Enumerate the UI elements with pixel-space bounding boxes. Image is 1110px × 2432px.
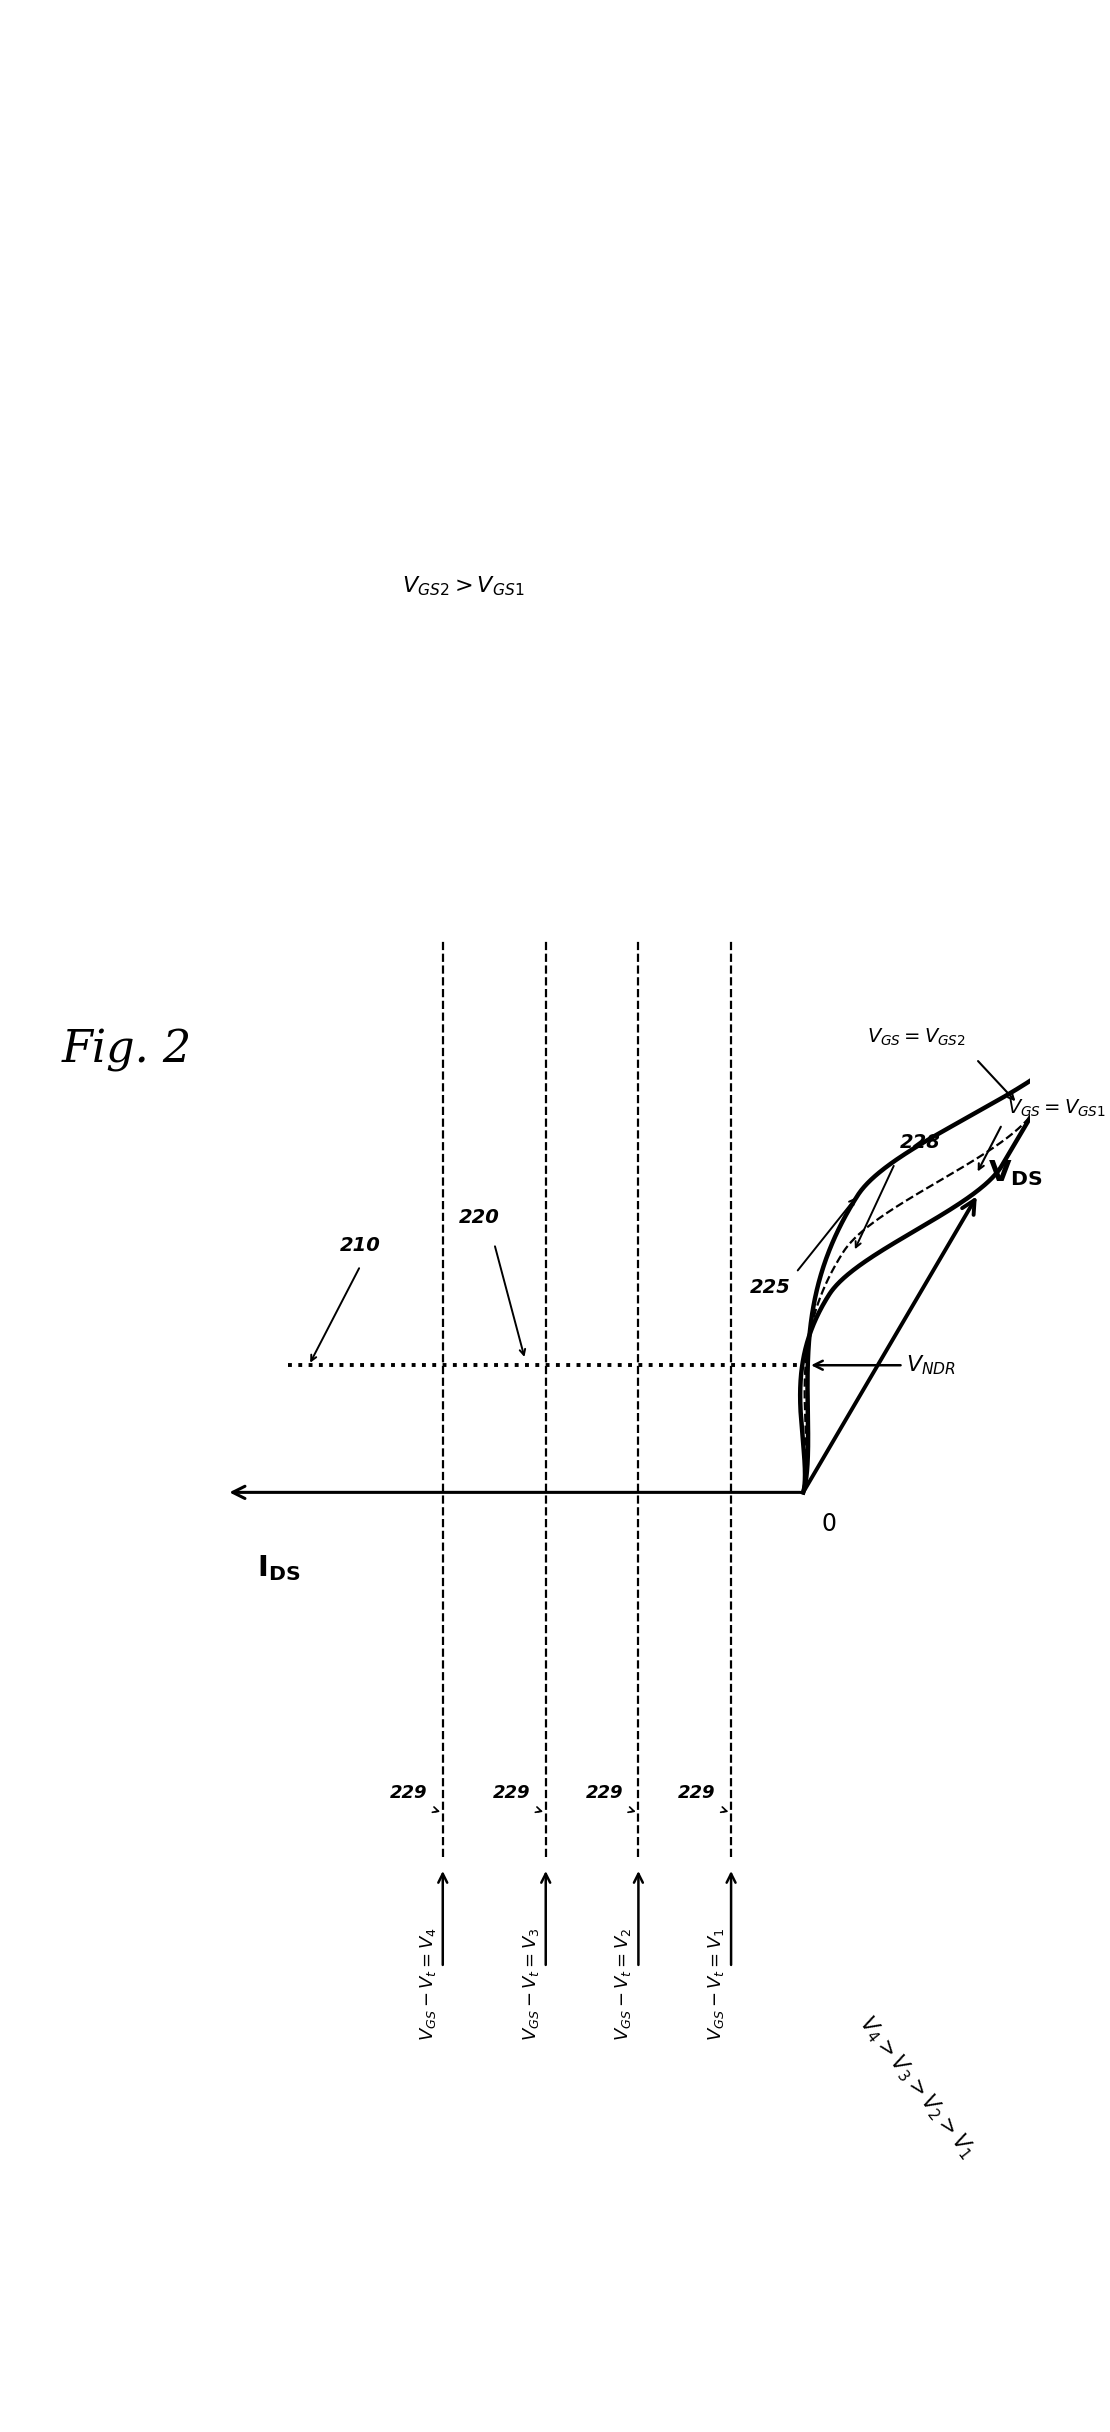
Text: 228: 228 [900, 1133, 941, 1153]
Text: 229: 229 [678, 1785, 716, 1802]
Text: 229: 229 [493, 1785, 531, 1802]
Text: $V_{GS}=V_{GS2}$: $V_{GS}=V_{GS2}$ [867, 1026, 966, 1048]
Text: $\mathbf{I_{DS}}$: $\mathbf{I_{DS}}$ [258, 1554, 301, 1583]
Text: 229: 229 [390, 1785, 427, 1802]
Text: Fig. 2: Fig. 2 [62, 1029, 192, 1073]
Text: $V_{GS}-V_t=V_4$: $V_{GS}-V_t=V_4$ [417, 1926, 437, 2040]
Text: $V_{GS}-V_t=V_3$: $V_{GS}-V_t=V_3$ [521, 1929, 541, 2040]
Text: 220: 220 [458, 1209, 500, 1228]
Text: $V_4>V_3>V_2>V_1$: $V_4>V_3>V_2>V_1$ [854, 2011, 979, 2162]
Text: 229: 229 [585, 1785, 623, 1802]
Text: $V_{GS}-V_t=V_2$: $V_{GS}-V_t=V_2$ [613, 1929, 634, 2040]
Text: $V_{GS2}>V_{GS1}$: $V_{GS2}>V_{GS1}$ [402, 574, 525, 598]
Text: $V_{NDR}$: $V_{NDR}$ [814, 1355, 957, 1377]
Text: 0: 0 [821, 1513, 837, 1537]
Text: 225: 225 [750, 1279, 790, 1296]
Text: $V_{GS}-V_t=V_1$: $V_{GS}-V_t=V_1$ [706, 1929, 726, 2040]
Text: 210: 210 [340, 1235, 381, 1255]
Text: $V_{GS}=V_{GS1}$: $V_{GS}=V_{GS1}$ [1007, 1097, 1107, 1119]
Text: $\mathbf{V_{DS}}$: $\mathbf{V_{DS}}$ [989, 1158, 1043, 1189]
